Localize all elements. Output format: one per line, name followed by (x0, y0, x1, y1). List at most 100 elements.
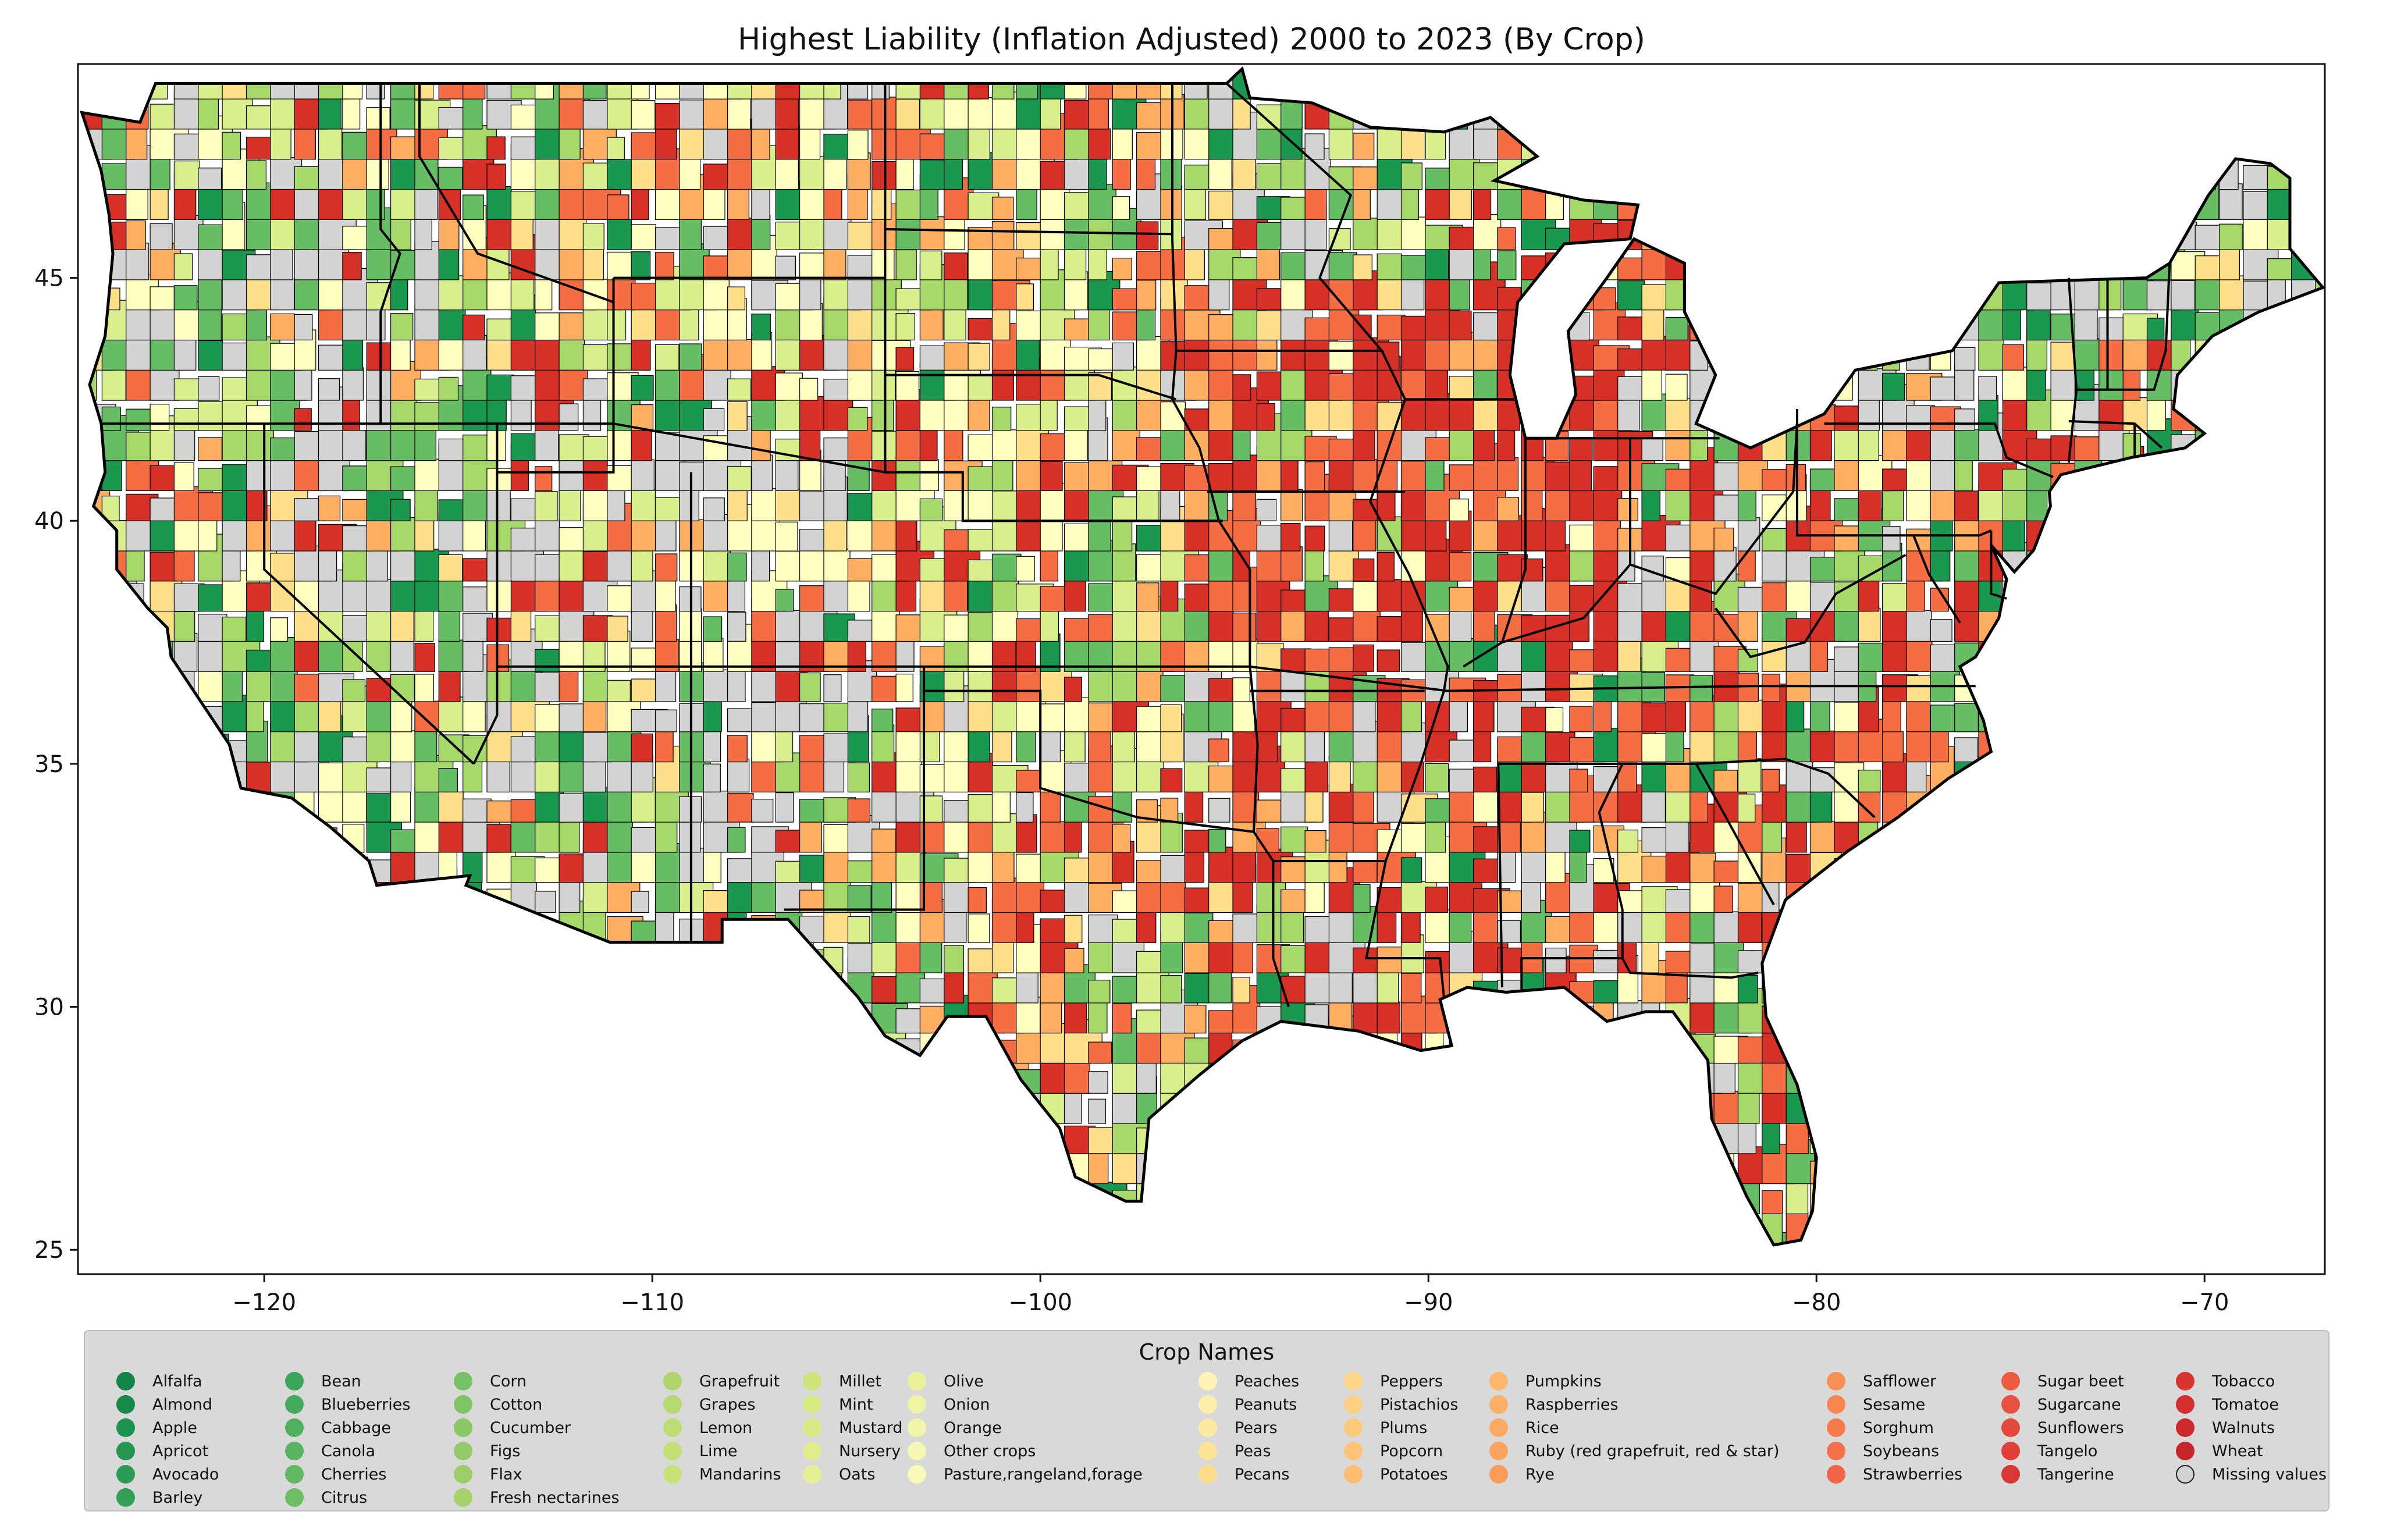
county-polygon (414, 674, 434, 702)
county-polygon (1184, 912, 1214, 943)
county-polygon (1473, 339, 1498, 371)
county-polygon (1737, 758, 1762, 792)
legend: Crop Names Alfalfa Almond Apple Apricot Avoc… (84, 1330, 2329, 1511)
legend-label: Alfalfa (152, 1372, 202, 1390)
county-polygon (631, 430, 652, 461)
legend-swatch (1489, 1418, 1508, 1437)
county-polygon (390, 499, 411, 521)
county-polygon (1256, 288, 1282, 311)
county-polygon (1281, 911, 1304, 943)
legend-label: Soybeans (1863, 1442, 1940, 1460)
county-polygon (1617, 316, 1646, 341)
county-polygon (1690, 428, 1708, 461)
county-polygon (2243, 216, 2270, 250)
legend-item: Lime (663, 1439, 737, 1463)
county-polygon (1281, 768, 1307, 792)
legend-swatch (2001, 1465, 2020, 1484)
county-polygon (2219, 223, 2243, 250)
county-polygon (1353, 608, 1381, 642)
county-polygon (510, 528, 538, 552)
county-polygon (535, 490, 558, 521)
county-polygon (222, 616, 247, 642)
legend-label: Avocado (152, 1465, 219, 1484)
county-polygon (727, 489, 748, 521)
county-polygon (150, 552, 177, 582)
county-polygon (703, 124, 729, 160)
county-polygon (390, 250, 418, 280)
county-polygon (198, 668, 223, 702)
county-polygon (1040, 703, 1066, 732)
county-polygon (414, 643, 436, 672)
county-polygon (1713, 527, 1734, 552)
county-polygon (126, 304, 154, 341)
county-polygon (438, 670, 461, 702)
county-polygon (895, 347, 915, 371)
county-polygon (1713, 885, 1733, 913)
county-polygon (1737, 517, 1760, 552)
legend-item: Cabbage (285, 1416, 391, 1439)
county-polygon (1641, 307, 1664, 341)
legend-label: Tobacco (2212, 1372, 2275, 1390)
x-tick-label: −90 (1404, 1289, 1453, 1316)
county-polygon (2292, 27, 2329, 69)
legend-label: Sunflowers (2037, 1418, 2124, 1437)
legend-label: Lime (699, 1442, 738, 1460)
county-polygon (198, 520, 218, 552)
county-polygon (919, 978, 949, 1004)
county-polygon (775, 589, 794, 612)
county-polygon (1377, 616, 1404, 642)
county-polygon (1497, 736, 1525, 763)
county-polygon (655, 817, 678, 853)
county-polygon (655, 520, 677, 552)
legend-swatch (1344, 1418, 1363, 1437)
county-polygon (173, 462, 194, 491)
county-polygon (655, 709, 677, 732)
county-polygon (991, 429, 1020, 461)
county-polygon (463, 194, 484, 220)
legend-label: Grapefruit (699, 1372, 780, 1390)
county-polygon (1713, 770, 1738, 792)
county-polygon (1449, 275, 1470, 311)
county-polygon (198, 305, 222, 341)
county-polygon (1400, 216, 1426, 250)
county-polygon (463, 639, 483, 672)
county-polygon (1449, 552, 1472, 582)
county-polygon (510, 136, 537, 160)
county-polygon (510, 610, 532, 642)
county-polygon (1208, 828, 1226, 853)
county-polygon (847, 407, 868, 431)
county-polygon (1737, 1090, 1760, 1124)
county-polygon (2027, 29, 2057, 69)
county-polygon (1112, 342, 1134, 371)
county-polygon (799, 855, 826, 883)
county-polygon (1208, 847, 1234, 883)
county-polygon (1256, 799, 1285, 823)
county-polygon (823, 188, 842, 220)
county-polygon (1449, 310, 1472, 341)
county-polygon (222, 464, 248, 492)
county-polygon (1665, 316, 1688, 341)
county-polygon (1545, 461, 1573, 492)
county-polygon (631, 283, 656, 311)
county-polygon (2219, 246, 2240, 280)
county-polygon (294, 408, 312, 431)
county-polygon (1208, 765, 1237, 792)
county-polygon (173, 285, 198, 311)
county-polygon (1328, 517, 1353, 552)
legend-label: Blueberries (321, 1395, 411, 1414)
legend-label: Mint (839, 1395, 873, 1414)
county-polygon (2243, 165, 2272, 190)
legend-label: Wheat (2212, 1442, 2263, 1460)
county-polygon (727, 552, 747, 582)
legend-swatch (908, 1395, 926, 1414)
legend-item: Grapes (663, 1393, 755, 1416)
county-polygon (1016, 556, 1035, 582)
county-polygon (1353, 558, 1375, 582)
county-polygon (198, 437, 222, 461)
county-polygon (270, 278, 295, 311)
county-polygon (1208, 738, 1229, 763)
legend-swatch (2001, 1395, 2020, 1414)
county-polygon (1906, 675, 1932, 702)
county-polygon (1809, 790, 1833, 823)
county-polygon (1882, 372, 1905, 401)
